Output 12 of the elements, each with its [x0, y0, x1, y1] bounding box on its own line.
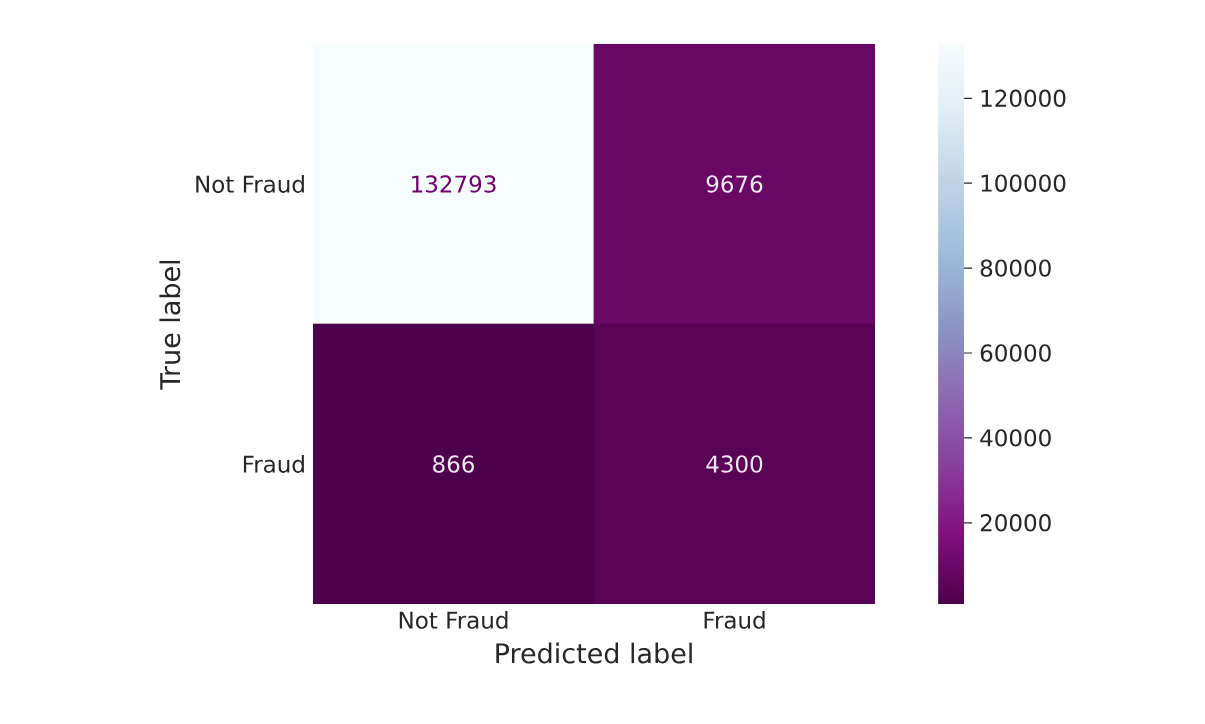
data-label: 866	[433, 455, 474, 473]
data-label: 9676	[706, 175, 763, 193]
color-bar-label: 40000	[980, 429, 1051, 447]
color-bar-label: 120000	[981, 89, 1066, 107]
color-bar-label: 80000	[980, 259, 1051, 277]
color-bar-label: 60000	[980, 344, 1051, 362]
color-bar-label: 20000	[980, 514, 1051, 532]
x-axis-title: Predicted label	[496, 642, 692, 664]
y-axis-title: True label	[159, 260, 181, 390]
data-label: 4300	[706, 455, 763, 473]
data-label: 132793	[412, 175, 496, 193]
color-bar-label: 100000	[981, 174, 1066, 192]
